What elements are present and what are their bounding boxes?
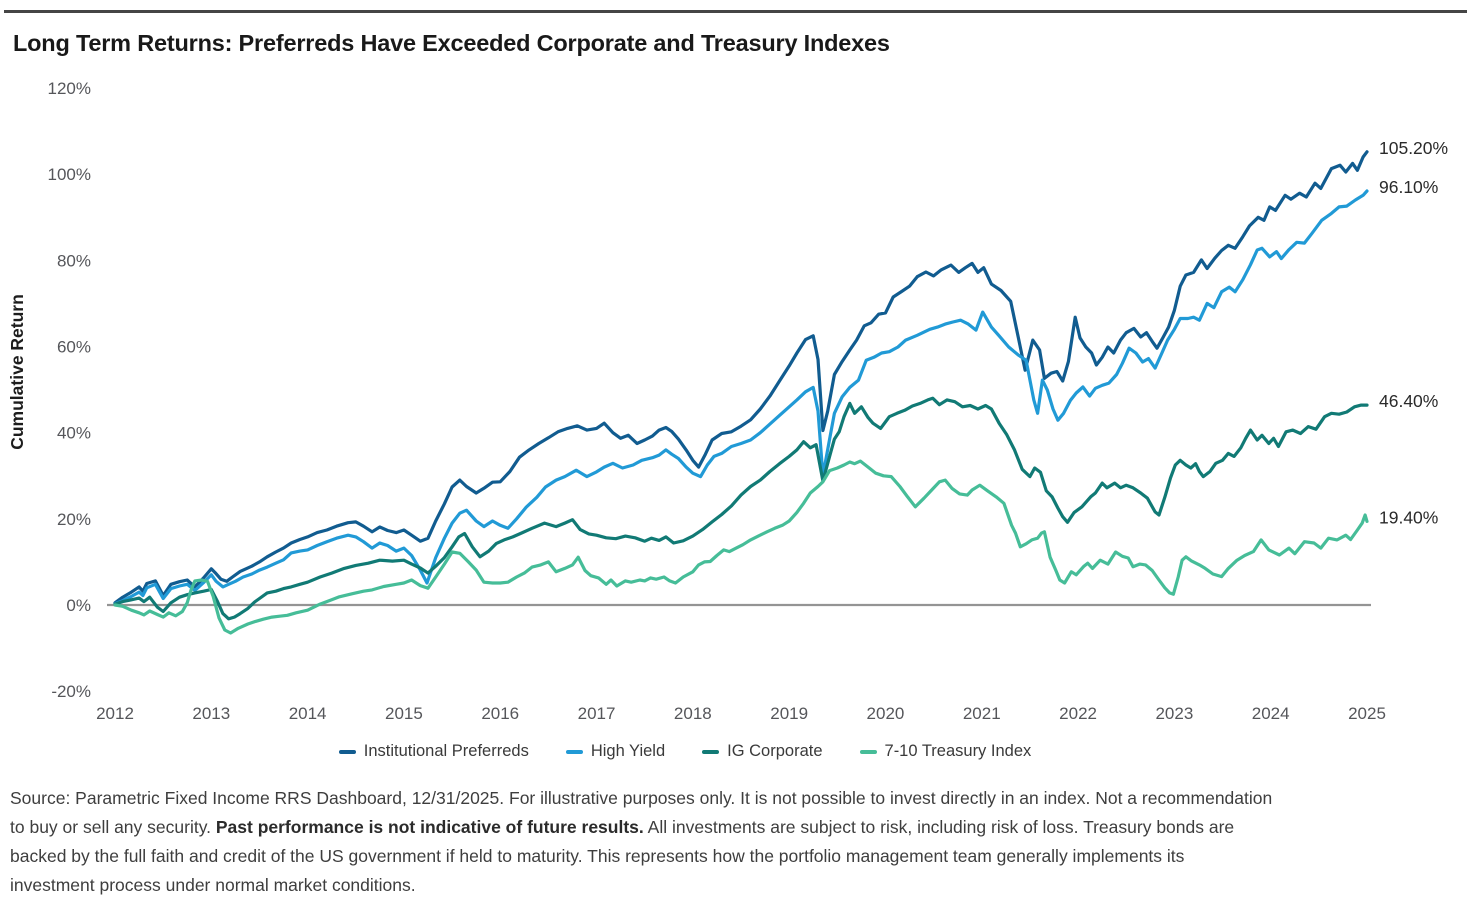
y-axis-title: Cumulative Return [7, 294, 27, 450]
top-rule [4, 10, 1467, 13]
x-axis-label: 2015 [385, 704, 423, 723]
source-note-text: backed by the full faith and credit of t… [10, 846, 1185, 866]
x-axis-label: 2021 [963, 704, 1001, 723]
chart-title: Long Term Returns: Preferreds Have Excee… [13, 30, 890, 56]
series-line-high-yield [113, 189, 1369, 606]
x-axis-label: 2018 [674, 704, 712, 723]
source-note-line-3: backed by the full faith and credit of t… [10, 842, 1465, 871]
series-line-ig-corporate [113, 396, 1369, 621]
source-note-line-1: Source: Parametric Fixed Income RRS Dash… [10, 784, 1465, 813]
legend-item-ig-corporate: IG Corporate [702, 742, 823, 761]
x-axis-label: 2017 [578, 704, 616, 723]
x-axis-label: 2019 [770, 704, 808, 723]
y-axis-label: 20% [57, 510, 91, 529]
source-note-line-4: investment process under normal market c… [10, 871, 1465, 900]
x-axis-label: 2025 [1348, 704, 1386, 723]
x-axis-label: 2013 [192, 704, 230, 723]
x-axis-label: 2016 [481, 704, 519, 723]
y-axis-label: 0% [66, 596, 91, 615]
series-end-label-high-yield: 96.10% [1379, 177, 1438, 197]
series-line-institutional-preferreds [113, 150, 1369, 605]
source-note: Source: Parametric Fixed Income RRS Dash… [10, 784, 1465, 900]
y-axis-label: 120% [48, 79, 91, 98]
x-axis-label: 2023 [1155, 704, 1193, 723]
legend-dash-icon [565, 749, 583, 754]
legend-dash-icon [859, 749, 877, 754]
series-line-7-10-treasury-index [113, 459, 1369, 635]
series-end-label-ig-corporate: 46.40% [1379, 391, 1438, 411]
legend-dash-icon [702, 749, 720, 754]
y-axis-label: 80% [57, 251, 91, 270]
legend-label: 7-10 Treasury Index [884, 742, 1032, 760]
x-axis-label: 2014 [289, 704, 327, 723]
y-axis-label: 40% [57, 424, 91, 443]
legend-item-7-10-treasury-index: 7-10 Treasury Index [859, 742, 1032, 761]
y-axis-label: -20% [51, 682, 91, 701]
source-note-text: Source: Parametric Fixed Income RRS Dash… [10, 788, 1273, 808]
source-note-text: investment process under normal market c… [10, 875, 416, 895]
legend-label: Institutional Preferreds [363, 742, 529, 760]
x-axis-label: 2024 [1252, 704, 1290, 723]
x-axis-label: 2022 [1059, 704, 1097, 723]
source-note-text: All investments are subject to risk, inc… [643, 817, 1235, 837]
legend-item-high-yield: High Yield [565, 742, 666, 761]
source-note-text: to buy or sell any security. [10, 817, 216, 837]
legend-dash-icon [338, 749, 356, 754]
source-note-bold-text: Past performance is not indicative of fu… [215, 817, 644, 837]
chart-svg: 120% 100% 80% 60% 40% 20% 0% -20% 2012 2013 2014 20… [7, 79, 1448, 723]
legend-label: IG Corporate [727, 742, 823, 760]
source-note-line-2: to buy or sell any security. Past perfor… [10, 813, 1465, 842]
x-axis-label: 2012 [96, 704, 134, 723]
legend-label: High Yield [590, 742, 666, 760]
series-end-label-7-10-treasury-index: 19.40% [1379, 507, 1438, 527]
y-axis-label: 100% [48, 165, 91, 184]
y-axis-label: 60% [57, 338, 91, 357]
series-end-label-institutional-preferreds: 105.20% [1379, 138, 1448, 158]
legend: Institutional Preferreds High Yield IG Cor… [0, 742, 1370, 761]
legend-item-institutional-preferreds: Institutional Preferreds [338, 742, 529, 761]
x-axis-label: 2020 [867, 704, 905, 723]
